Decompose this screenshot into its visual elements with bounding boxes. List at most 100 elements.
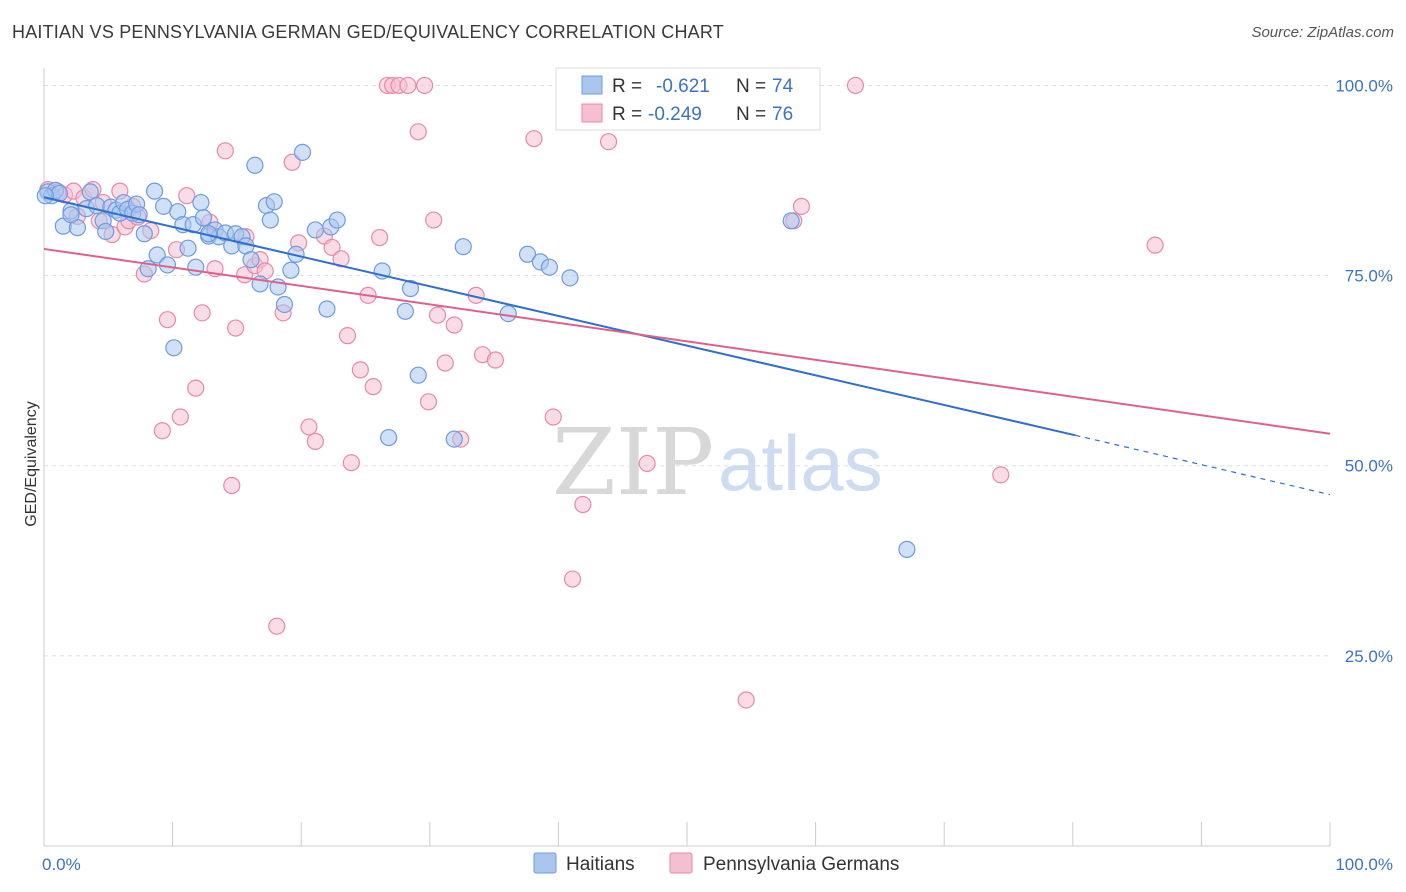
haitians-point-73: [62, 206, 80, 224]
series-legend: Haitians Pennsylvania Germans: [533, 852, 899, 875]
x-tick-label-0: 0.0%: [42, 855, 81, 874]
haitians-point-69: [898, 540, 916, 558]
pennsylvania-germans-point-65: [574, 495, 592, 514]
pennsylvania-germans-point-26: [223, 476, 241, 495]
haitians-point-20: [135, 225, 153, 243]
pennsylvania-germans-point-61: [486, 351, 504, 369]
haitians-point-64: [499, 304, 517, 323]
pennsylvania-germans-point-45: [364, 378, 382, 396]
haitians-point-52: [293, 143, 312, 161]
haitians-point-70: [782, 212, 800, 230]
legend: R = -0.621 N = 74 R = -0.249 N = 76: [555, 67, 821, 131]
pennsylvania-germans-point-67: [638, 454, 656, 473]
legend-swatch-pennsylvania-germans: [581, 103, 603, 123]
haitians-point-43: [246, 156, 264, 174]
pennsylvania-germans-point-21: [187, 379, 205, 397]
haitians-point-68: [561, 269, 579, 287]
trend-lines: [43, 196, 1331, 496]
haitians-point-11: [97, 222, 115, 241]
haitians-point-67: [540, 258, 558, 276]
haitians-point-42: [242, 250, 260, 269]
pennsylvania-germans-point-64: [563, 570, 582, 588]
haitians-point-53: [306, 221, 324, 239]
pennsylvania-germans-point-56: [436, 354, 454, 372]
legend-r-value-0: -0.621: [656, 76, 710, 97]
series-legend-swatch-pennsylvania-germans: [669, 852, 693, 874]
series-legend-label-haitians: Haitians: [566, 854, 635, 875]
pennsylvania-germans-point-54: [425, 211, 443, 229]
watermark-atlas: atlas: [718, 419, 883, 507]
pennsylvania-germans-point-72: [992, 466, 1010, 484]
haitians-point-58: [380, 428, 398, 447]
pennsylvania-germans-point-73: [1146, 236, 1164, 254]
haitians-trend-line: [43, 196, 1076, 437]
pennsylvania-germans-point-71: [846, 76, 865, 95]
haitians-point-59: [396, 302, 414, 320]
pennsylvania-germans-point-46: [371, 228, 389, 247]
pennsylvania-germans-point-43: [351, 361, 369, 379]
pennsylvania-germans-point-37: [306, 432, 324, 450]
haitians-point-71: [36, 187, 54, 205]
pennsylvania-germans-point-40: [332, 250, 350, 268]
pennsylvania-germans-point-63: [544, 408, 562, 426]
pennsylvania-germans-point-70: [792, 197, 811, 215]
haitians-point-50: [282, 261, 300, 279]
y-axis-title: GED/Equivalency: [23, 401, 40, 526]
haitians-point-61: [409, 366, 427, 384]
pennsylvania-germans-point-27: [227, 319, 245, 337]
pennsylvania-germans-point-36: [300, 418, 318, 436]
pennsylvania-germans-point-34: [283, 153, 301, 171]
legend-n-label-1: N =: [736, 104, 766, 125]
haitians-point-31: [187, 258, 205, 276]
pennsylvania-germans-point-53: [419, 393, 438, 411]
y-tick-label-2: 50.0%: [1345, 457, 1393, 476]
haitians-point-49: [275, 295, 294, 314]
legend-r-label-0: R =: [612, 76, 642, 97]
series-legend-label-pennsylvania-germans: Pennsylvania Germans: [703, 854, 899, 875]
haitians-point-65: [518, 245, 537, 263]
series-pennsylvania-germans: [39, 76, 1164, 709]
haitians-point-26: [165, 339, 183, 357]
pennsylvania-germans-point-68: [737, 691, 755, 709]
y-tick-labels: 100.0% 75.0% 50.0% 25.0%: [1335, 76, 1393, 665]
pennsylvania-germans-point-41: [338, 327, 357, 345]
haitians-point-47: [265, 193, 283, 211]
legend-r-value-1: -0.249: [648, 104, 702, 125]
legend-n-label-0: N =: [736, 76, 766, 97]
pennsylvania-germans-point-16: [153, 422, 171, 440]
haitians-point-23: [148, 246, 166, 264]
haitians-point-29: [179, 239, 197, 257]
y-tick-label-1: 75.0%: [1345, 267, 1393, 286]
pennsylvania-germans-point-32: [268, 617, 286, 635]
pennsylvania-germans-point-66: [599, 133, 618, 151]
pennsylvania-germans-point-52: [416, 76, 434, 95]
haitians-point-62: [445, 430, 463, 448]
y-tick-label-3: 25.0%: [1345, 647, 1393, 666]
pennsylvania-germans-point-55: [428, 306, 447, 324]
pennsylvania-germans-point-51: [409, 123, 427, 141]
haitians-point-33: [194, 209, 213, 227]
y-tick-label-0: 100.0%: [1335, 76, 1393, 95]
x-tick-label-1: 100.0%: [1335, 855, 1393, 874]
chart-title: HAITIAN VS PENNSYLVANIA GERMAN GED/EQUIV…: [12, 22, 724, 42]
watermark: ZIP atlas: [552, 409, 883, 516]
pennsylvania-germans-point-17: [158, 311, 177, 329]
x-tick-labels: 0.0% 100.0%: [42, 855, 1393, 874]
pennsylvania-germans-point-42: [342, 454, 360, 472]
pennsylvania-germans-point-19: [171, 408, 189, 426]
series-legend-swatch-haitians: [533, 852, 557, 874]
haitians-point-46: [261, 211, 279, 229]
pennsylvania-germans-point-39: [323, 238, 341, 257]
pennsylvania-germans-point-62: [525, 130, 543, 148]
legend-swatch-haitians: [581, 75, 603, 95]
legend-n-value-1: 76: [772, 104, 793, 125]
haitians-point-54: [318, 300, 336, 318]
pennsylvania-germans-point-20: [178, 187, 196, 205]
legend-n-value-0: 74: [772, 76, 794, 97]
pennsylvania-germans-point-57: [445, 316, 463, 334]
pennsylvania-germans-point-22: [193, 304, 211, 322]
haitians-point-63: [454, 238, 472, 256]
pennsylvania-germans-trend-line: [43, 247, 1331, 435]
grid-lines: [44, 84, 1330, 657]
